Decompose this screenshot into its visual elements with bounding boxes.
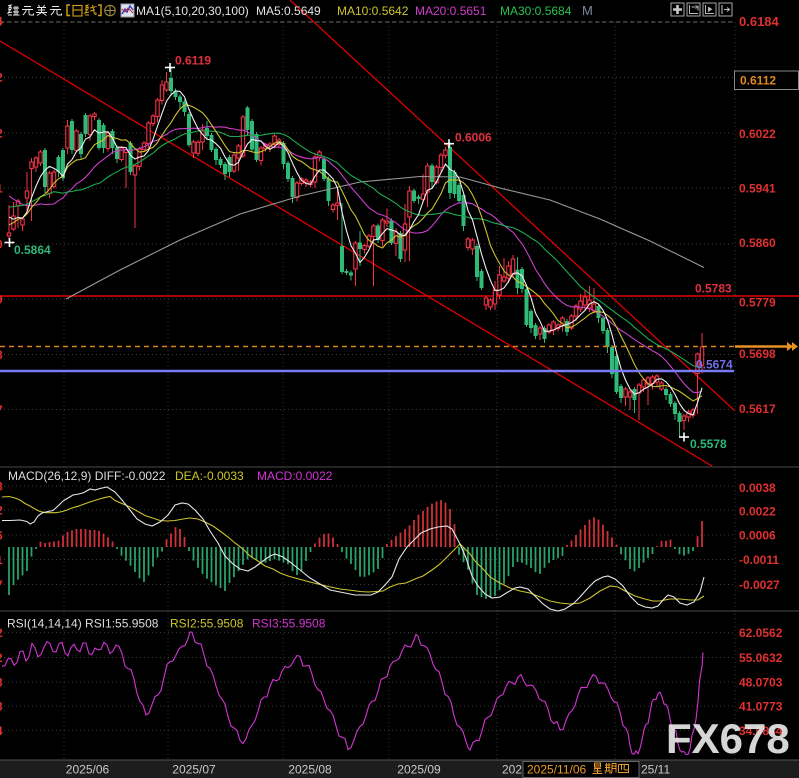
svg-text:2025/07: 2025/07 bbox=[172, 763, 216, 777]
svg-text:FX678: FX678 bbox=[666, 715, 790, 762]
svg-text:0.6119: 0.6119 bbox=[175, 54, 211, 68]
svg-text:0.5860: 0.5860 bbox=[739, 236, 776, 250]
svg-text:34.0844: 34.0844 bbox=[739, 724, 783, 738]
svg-text:MACD(26,12,9) DIFF:-0.0022: MACD(26,12,9) DIFF:-0.0022 bbox=[8, 469, 166, 483]
svg-text:7: 7 bbox=[0, 403, 3, 417]
svg-text:0.6112: 0.6112 bbox=[740, 74, 776, 88]
svg-text:4: 4 bbox=[0, 15, 3, 29]
svg-text:3: 3 bbox=[0, 676, 3, 690]
svg-text:0.6184: 0.6184 bbox=[739, 14, 780, 29]
svg-text:9: 9 bbox=[0, 293, 3, 307]
svg-text:RSI3:55.9508: RSI3:55.9508 bbox=[252, 617, 326, 631]
svg-text:MA1(5,10,20,30,100): MA1(5,10,20,30,100) bbox=[136, 4, 249, 18]
svg-text:MACD:0.0022: MACD:0.0022 bbox=[257, 469, 333, 483]
svg-text:2025/09: 2025/09 bbox=[397, 763, 441, 777]
svg-text:2: 2 bbox=[0, 651, 3, 665]
svg-text:202: 202 bbox=[502, 763, 522, 777]
svg-text:48.0703: 48.0703 bbox=[739, 676, 783, 690]
svg-text:MA5:0.5649: MA5:0.5649 bbox=[256, 4, 321, 18]
svg-text:2025/06: 2025/06 bbox=[66, 763, 110, 777]
svg-text:2: 2 bbox=[0, 626, 3, 640]
svg-text:6: 6 bbox=[0, 529, 3, 543]
svg-text:0.5941: 0.5941 bbox=[739, 182, 776, 196]
svg-text:0.5783: 0.5783 bbox=[695, 282, 732, 296]
svg-text:2025/11/06: 2025/11/06 bbox=[527, 763, 586, 777]
svg-text:7: 7 bbox=[0, 578, 3, 592]
svg-text:RSI(14,14,14) RSI1:55.9508: RSI(14,14,14) RSI1:55.9508 bbox=[7, 617, 159, 631]
svg-text:0: 0 bbox=[0, 238, 3, 252]
svg-text:0.0022: 0.0022 bbox=[739, 505, 776, 519]
svg-text:-0.0027: -0.0027 bbox=[739, 578, 780, 592]
svg-text:8: 8 bbox=[0, 348, 3, 362]
svg-text:0.5674: 0.5674 bbox=[696, 358, 733, 372]
svg-text:1: 1 bbox=[0, 553, 3, 567]
svg-text:-0.0011: -0.0011 bbox=[739, 553, 779, 567]
svg-text:MA30:0.5684: MA30:0.5684 bbox=[500, 4, 572, 18]
svg-text:4: 4 bbox=[0, 724, 3, 738]
svg-text:0.5864: 0.5864 bbox=[14, 243, 51, 257]
svg-text:8: 8 bbox=[0, 480, 3, 494]
svg-text:0.5578: 0.5578 bbox=[690, 437, 727, 451]
svg-text:0.0006: 0.0006 bbox=[739, 529, 776, 543]
svg-text:55.0632: 55.0632 bbox=[739, 651, 783, 665]
svg-text:0.6006: 0.6006 bbox=[455, 131, 492, 145]
svg-text:25/11: 25/11 bbox=[641, 763, 670, 777]
svg-text:MA10:0.5642: MA10:0.5642 bbox=[337, 4, 409, 18]
svg-text:0.5779: 0.5779 bbox=[739, 296, 776, 310]
svg-text:2025/08: 2025/08 bbox=[288, 763, 332, 777]
svg-text:RSI2:55.9508: RSI2:55.9508 bbox=[170, 617, 244, 631]
svg-text:DEA:-0.0033: DEA:-0.0033 bbox=[175, 469, 244, 483]
svg-text:2: 2 bbox=[0, 504, 3, 518]
svg-text:1: 1 bbox=[0, 182, 3, 196]
svg-text:3: 3 bbox=[0, 700, 3, 714]
svg-text:M: M bbox=[582, 3, 593, 18]
svg-text:41.0773: 41.0773 bbox=[739, 700, 783, 714]
svg-text:0.5617: 0.5617 bbox=[739, 402, 776, 416]
svg-text:0.5698: 0.5698 bbox=[739, 347, 776, 361]
svg-text:2: 2 bbox=[0, 127, 3, 141]
svg-text:0.0038: 0.0038 bbox=[739, 481, 776, 495]
svg-text:0.6022: 0.6022 bbox=[739, 127, 776, 141]
svg-text:MA20:0.5651: MA20:0.5651 bbox=[415, 4, 487, 18]
svg-text:62.0562: 62.0562 bbox=[739, 626, 783, 640]
svg-text:2: 2 bbox=[0, 71, 3, 85]
